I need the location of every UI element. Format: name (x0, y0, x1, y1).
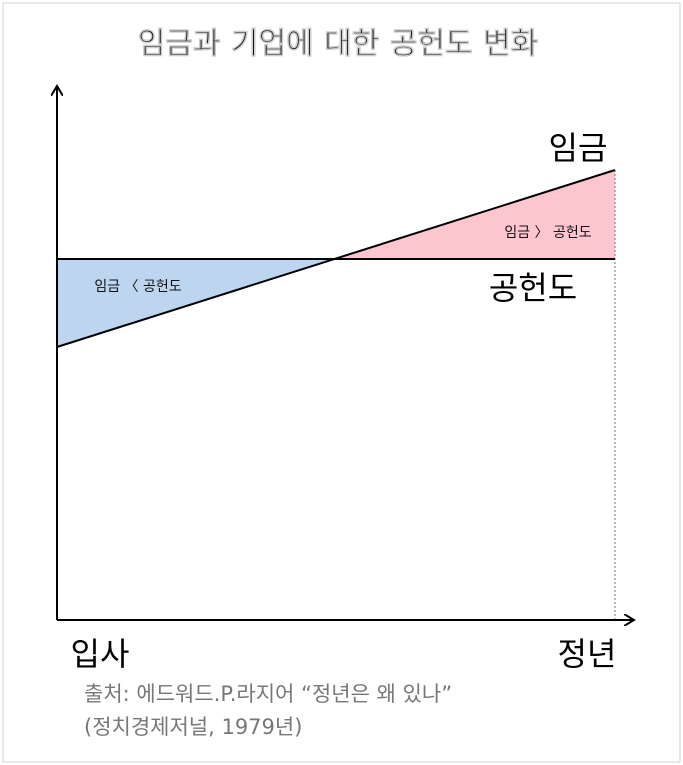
source-text: (정치경제저널, 1979년) (84, 715, 302, 739)
region-label: 임금 〉 공헌도 (504, 225, 591, 241)
wage-label: 임금 (549, 129, 608, 167)
wage-line (56, 169, 616, 348)
contribution-label: 공헌도 (489, 269, 577, 307)
x-start-label: 입사 (71, 635, 130, 673)
x-end-label: 정년 (558, 635, 617, 673)
region-label: 임금 〈 공헌도 (94, 279, 181, 295)
source-text: 출처: 에드워드.P.라지어 “정년은 왜 있나” (84, 682, 452, 706)
title: 임금과 기업에 대한 공헌도 변화 (138, 27, 539, 62)
